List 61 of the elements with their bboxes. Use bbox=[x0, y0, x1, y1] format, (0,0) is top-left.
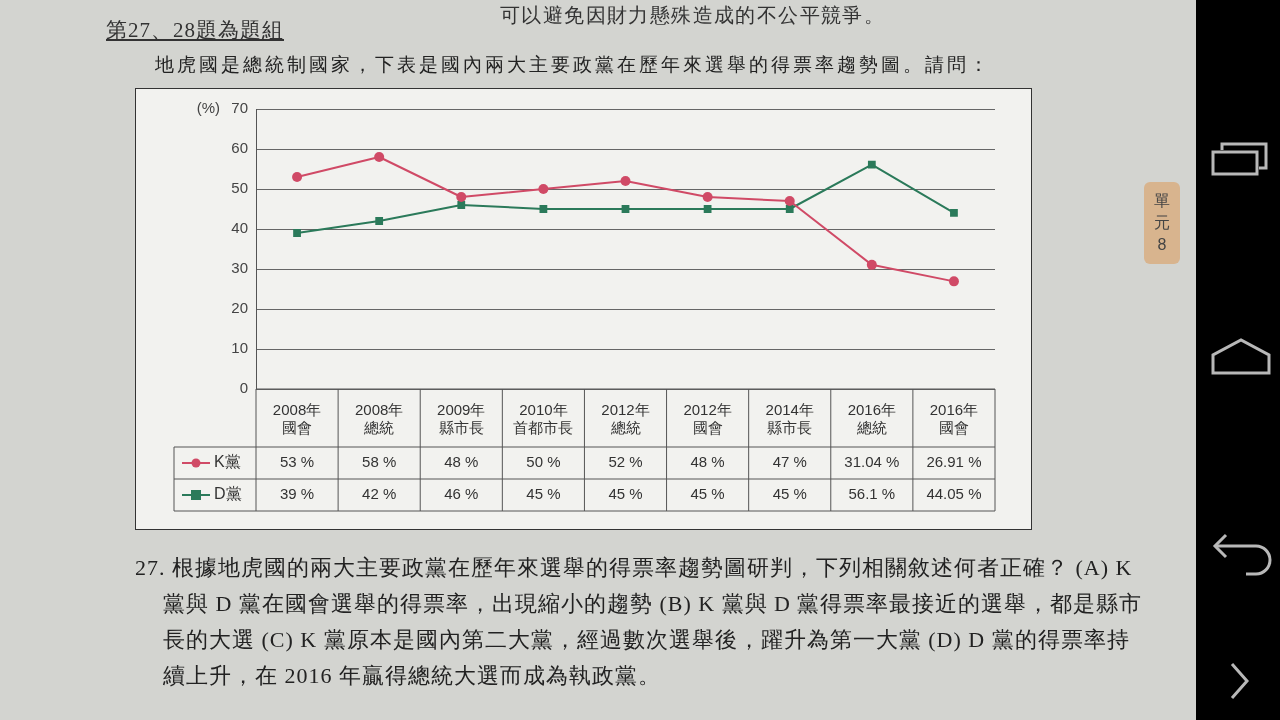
point bbox=[784, 196, 795, 206]
data-label: 50 % bbox=[526, 453, 561, 471]
data-label: 45 % bbox=[526, 485, 561, 503]
point bbox=[948, 276, 959, 287]
x-tick-label: 2016年總統 bbox=[847, 400, 897, 437]
data-label: 39 % bbox=[279, 485, 315, 503]
point bbox=[867, 160, 876, 169]
x-tick-label: 2016年國會 bbox=[929, 400, 979, 437]
point bbox=[538, 184, 549, 194]
y-tick-label: 30 bbox=[231, 259, 248, 277]
data-label: 58 % bbox=[362, 453, 397, 471]
y-tick-label: 60 bbox=[231, 139, 248, 157]
data-label: 31.04 % bbox=[844, 453, 900, 471]
legend-label: D黨 bbox=[214, 485, 242, 503]
y-tick-label: 40 bbox=[231, 219, 248, 237]
data-label: 53 % bbox=[279, 453, 315, 471]
x-tick-label: 2008年總統 bbox=[354, 400, 404, 437]
point bbox=[457, 201, 466, 209]
y-axis-title: (%) bbox=[196, 99, 220, 117]
point bbox=[620, 176, 631, 186]
text: 第27、28題為題組 bbox=[106, 17, 284, 44]
data-label: 42 % bbox=[362, 485, 397, 503]
x-tick-label: 2012年國會 bbox=[683, 400, 732, 437]
point bbox=[374, 152, 385, 162]
text: 單元8 bbox=[1144, 182, 1180, 264]
x-tick-label: 2012年總統 bbox=[601, 400, 650, 437]
point bbox=[785, 205, 794, 213]
y-tick-label: 70 bbox=[231, 99, 248, 117]
point bbox=[702, 192, 713, 202]
text: 可以避免因財力懸殊造成的不公平競爭。 bbox=[500, 3, 886, 28]
x-tick-label: 2010年首都市長 bbox=[513, 400, 574, 437]
data-label: 47 % bbox=[772, 453, 807, 471]
point bbox=[539, 205, 548, 213]
point bbox=[866, 259, 877, 270]
point bbox=[456, 192, 467, 202]
point bbox=[950, 208, 958, 217]
point bbox=[621, 205, 630, 213]
point bbox=[293, 229, 301, 237]
data-label: 56.1 % bbox=[848, 485, 896, 503]
point bbox=[292, 172, 303, 182]
data-label: 48 % bbox=[690, 453, 725, 471]
point bbox=[703, 205, 712, 213]
data-label: 26.91 % bbox=[926, 453, 982, 471]
data-label: 44.05 % bbox=[926, 485, 982, 503]
data-label: 45 % bbox=[690, 485, 725, 503]
chart-title: 地虎國是總統制國家，下表是國內兩大主要政黨在歷年來選舉的得票率趨勢圖。請問： bbox=[155, 53, 991, 77]
text: 27. 根據地虎國的兩大主要政黨在歷年來選舉的得票率趨勢圖研判，下列相關敘述何者正確？ (A) K 黨與 D 黨在國會選舉的得票率，出現縮小的趨勢 (B) K 黨與 D 黨得票率最接近的選舉，都是縣市長的大選 (C) K 黨原本是國內第二大黨，經過數次選舉後，躍升為第一大黨 (D) D 黨的得票率持續上升，在 2016 年贏得總統大選而成為執政黨。 bbox=[135, 554, 1144, 690]
data-label: 46 % bbox=[444, 485, 479, 503]
x-tick-label: 2008年國會 bbox=[272, 400, 322, 437]
data-label: 45 % bbox=[608, 485, 643, 503]
point bbox=[375, 217, 384, 225]
y-tick-label: 20 bbox=[231, 299, 248, 317]
y-tick-label: 0 bbox=[239, 379, 248, 397]
data-label: 48 % bbox=[444, 453, 479, 471]
x-tick-label: 2009年縣市長 bbox=[437, 400, 486, 437]
y-tick-label: 10 bbox=[231, 339, 248, 357]
y-tick-label: 50 bbox=[231, 179, 248, 197]
data-label: 45 % bbox=[772, 485, 807, 503]
x-tick-label: 2014年縣市長 bbox=[765, 400, 814, 437]
data-label: 52 % bbox=[608, 453, 643, 471]
legend-label: K黨 bbox=[214, 453, 241, 471]
